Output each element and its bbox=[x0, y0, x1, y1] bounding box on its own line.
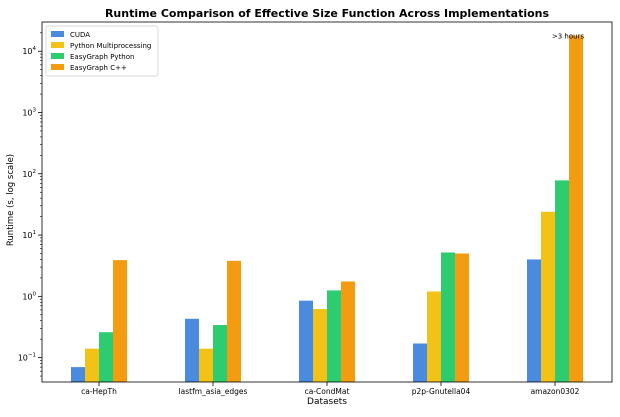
legend-swatch bbox=[51, 42, 64, 48]
legend-label: CUDA bbox=[70, 31, 90, 39]
legend-label: Python Multiprocessing bbox=[70, 42, 151, 50]
bar-easygraph-python bbox=[441, 252, 455, 382]
bar-cuda bbox=[413, 343, 427, 382]
x-axis-label: Datasets bbox=[307, 397, 347, 407]
bar-easygraph-python bbox=[555, 180, 569, 382]
legend-label: EasyGraph Python bbox=[70, 53, 134, 61]
x-tick-label: ca-HepTh bbox=[81, 387, 117, 396]
plot-frame bbox=[41, 21, 613, 383]
legend-swatch bbox=[51, 64, 64, 70]
legend: CUDA Python Multiprocessing EasyGraph Pyth… bbox=[45, 25, 159, 77]
bar-cuda bbox=[527, 259, 541, 382]
legend-label: EasyGraph C++ bbox=[70, 64, 127, 72]
bar-easygraph-python bbox=[213, 325, 227, 382]
bar-python-multiprocessing bbox=[199, 348, 213, 382]
y-axis-label: Runtime (s, log scale) bbox=[6, 154, 16, 246]
y-tick-label: 100 bbox=[22, 291, 36, 301]
y-tick-label: 10−1 bbox=[18, 353, 36, 363]
x-tick-label: p2p-Gnutella04 bbox=[412, 387, 471, 396]
bar-easygraph-c- bbox=[113, 260, 127, 382]
annotation-label: >3 hours bbox=[552, 33, 585, 41]
bar-python-multiprocessing bbox=[427, 291, 441, 382]
y-tick-label: 104 bbox=[22, 46, 36, 56]
plot-area: 10−1 100 101 102 103 104 ca-HepTh lastfm_asia_e… bbox=[18, 21, 613, 396]
legend-box bbox=[45, 25, 159, 77]
x-tick-label: amazon0302 bbox=[531, 387, 580, 396]
chart-title: Runtime Comparison of Effective Size Fun… bbox=[105, 7, 550, 20]
x-tick-label: lastfm_asia_edges bbox=[179, 387, 248, 396]
bar-cuda bbox=[299, 300, 313, 382]
y-tick-label: 102 bbox=[22, 169, 36, 179]
bar-easygraph-c- bbox=[569, 35, 583, 382]
bar-easygraph-c- bbox=[227, 260, 241, 382]
bar-python-multiprocessing bbox=[313, 309, 327, 382]
x-tick-label: ca-CondMat bbox=[305, 387, 350, 396]
bar-easygraph-c- bbox=[455, 253, 469, 382]
y-tick-label: 103 bbox=[22, 108, 36, 118]
bar-cuda bbox=[185, 318, 199, 382]
bar-easygraph-c- bbox=[341, 281, 355, 382]
legend-swatch bbox=[51, 53, 64, 59]
legend-swatch bbox=[51, 31, 64, 37]
y-tick-label: 101 bbox=[22, 230, 36, 240]
bar-easygraph-python bbox=[327, 290, 341, 382]
bar-python-multiprocessing bbox=[541, 211, 555, 382]
bar-cuda bbox=[71, 367, 85, 382]
bar-python-multiprocessing bbox=[85, 348, 99, 382]
bar-easygraph-python bbox=[99, 332, 113, 382]
